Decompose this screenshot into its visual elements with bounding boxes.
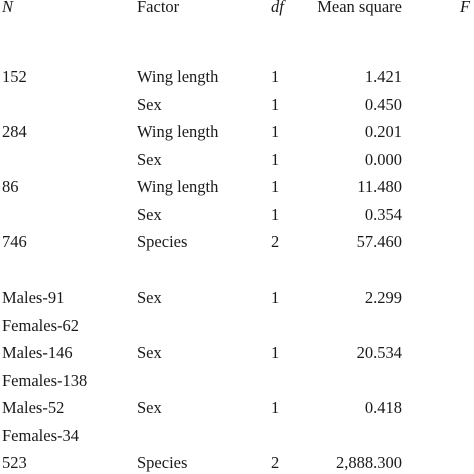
header-df: df bbox=[271, 0, 284, 16]
cell-df: 1 bbox=[271, 122, 280, 141]
header-n: N bbox=[2, 0, 14, 16]
cell-factor: Wing length bbox=[137, 177, 219, 196]
cell-mean-square: 0.354 bbox=[364, 205, 402, 224]
cell-df: 1 bbox=[271, 95, 280, 114]
cell-factor: Sex bbox=[137, 150, 162, 169]
cell-n: Males-52 bbox=[2, 398, 65, 417]
cell-df: 1 bbox=[271, 150, 280, 169]
cell-factor: Wing length bbox=[137, 122, 219, 141]
cell-mean-square: 57.460 bbox=[356, 232, 402, 251]
cell-mean-square: 0.201 bbox=[364, 122, 402, 141]
cell-factor: Sex bbox=[137, 398, 162, 417]
cell-df: 1 bbox=[271, 288, 280, 307]
cell-factor: Species bbox=[137, 232, 188, 251]
cell-mean-square: 11.480 bbox=[357, 177, 402, 196]
cell-df: 2 bbox=[271, 232, 280, 251]
cell-factor: Sex bbox=[137, 288, 162, 307]
header-factor: Factor bbox=[137, 0, 180, 16]
cell-mean-square: 0.450 bbox=[364, 95, 402, 114]
cell-factor: Wing length bbox=[137, 67, 219, 86]
cell-df: 1 bbox=[271, 343, 280, 362]
cell-df: 1 bbox=[271, 177, 280, 196]
cell-factor: Sex bbox=[137, 95, 162, 114]
header-mean-square: Mean square bbox=[317, 0, 402, 16]
cell-factor: Sex bbox=[137, 343, 162, 362]
cell-mean-square: 2.299 bbox=[364, 288, 402, 307]
cell-n: 523 bbox=[2, 453, 27, 472]
cell-mean-square: 0.418 bbox=[364, 398, 402, 417]
cell-n: 284 bbox=[2, 122, 27, 141]
cell-mean-square: 1.421 bbox=[364, 67, 402, 86]
cell-n: Males-146 bbox=[2, 343, 73, 362]
cell-n: 86 bbox=[2, 177, 19, 196]
cell-df: 2 bbox=[271, 453, 280, 472]
cell-n: Females-62 bbox=[2, 316, 79, 335]
cell-mean-square: 20.534 bbox=[356, 343, 402, 362]
cell-n: Males-91 bbox=[2, 288, 65, 307]
cell-mean-square: 0.000 bbox=[364, 150, 402, 169]
cell-df: 1 bbox=[271, 398, 280, 417]
cell-factor: Species bbox=[137, 453, 188, 472]
cell-mean-square: 2,888.300 bbox=[336, 453, 402, 472]
cell-factor: Sex bbox=[137, 205, 162, 224]
cell-n: Females-34 bbox=[2, 426, 79, 445]
cell-n: Females-138 bbox=[2, 371, 88, 390]
cell-n: 746 bbox=[2, 232, 27, 251]
cell-n: 152 bbox=[2, 67, 27, 86]
header-f: F bbox=[460, 0, 471, 16]
cell-df: 1 bbox=[271, 67, 280, 86]
cell-df: 1 bbox=[271, 205, 280, 224]
